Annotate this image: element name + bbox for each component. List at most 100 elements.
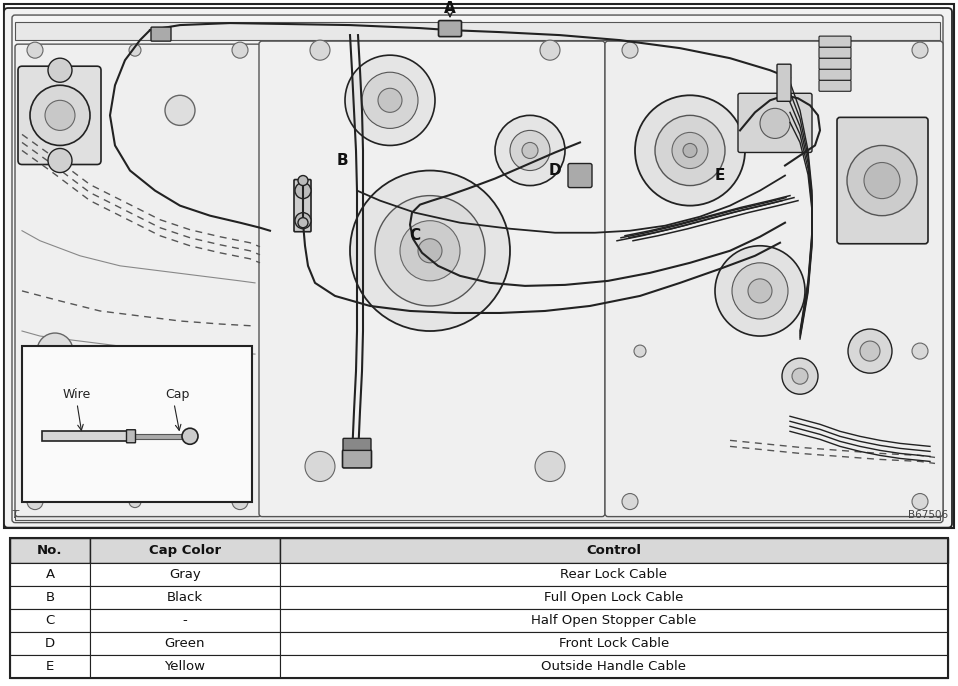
Text: E: E [46,660,54,673]
FancyBboxPatch shape [568,163,592,187]
Text: A: A [445,1,456,16]
Circle shape [378,88,402,113]
FancyBboxPatch shape [126,429,135,442]
Circle shape [298,176,308,186]
Circle shape [129,495,141,508]
Text: D: D [549,163,561,178]
Bar [10,586,90,609]
FancyBboxPatch shape [837,117,928,244]
FancyBboxPatch shape [343,450,372,468]
FancyBboxPatch shape [294,180,311,232]
Bar [10,609,90,632]
Circle shape [182,428,198,445]
Text: Rear Lock Cable: Rear Lock Cable [560,568,668,581]
Circle shape [748,279,772,303]
Circle shape [672,132,708,169]
Circle shape [535,451,565,482]
Text: C: C [45,614,55,627]
Circle shape [305,451,335,482]
FancyBboxPatch shape [819,58,851,69]
Text: Yellow: Yellow [165,660,206,673]
FancyBboxPatch shape [439,21,462,36]
Text: Full Open Lock Cable: Full Open Lock Cable [544,591,684,604]
FancyBboxPatch shape [738,93,812,152]
FancyBboxPatch shape [819,47,851,58]
Text: Cap Color: Cap Color [148,544,221,557]
Text: D: D [45,637,55,650]
Text: B: B [336,153,348,168]
Circle shape [295,213,311,228]
Circle shape [760,108,790,139]
Text: T: T [12,510,19,519]
Circle shape [350,171,510,331]
Bar [90,655,280,678]
FancyBboxPatch shape [819,80,851,91]
Bar [42,431,132,441]
Circle shape [37,333,73,369]
Circle shape [27,42,43,58]
Circle shape [30,85,90,145]
Bar [90,586,280,609]
Circle shape [48,148,72,173]
Circle shape [912,493,928,510]
Text: No.: No. [37,544,63,557]
Circle shape [634,345,646,357]
Bar [10,655,90,678]
Circle shape [912,343,928,359]
Circle shape [298,217,308,228]
FancyBboxPatch shape [18,67,101,165]
Text: Black: Black [167,591,203,604]
Circle shape [48,58,72,82]
Circle shape [715,246,805,336]
FancyBboxPatch shape [777,64,791,102]
Circle shape [165,95,195,126]
Text: Wire: Wire [63,388,91,401]
Circle shape [622,42,638,58]
Bar [22,346,252,501]
Bar [280,538,948,563]
Circle shape [622,493,638,510]
Circle shape [522,143,538,158]
FancyBboxPatch shape [343,438,371,451]
Bar [15,501,940,519]
Bar [280,586,948,609]
Circle shape [860,341,880,361]
Bar [132,434,182,439]
Bar [280,655,948,678]
FancyBboxPatch shape [259,41,605,517]
Circle shape [655,115,725,186]
Circle shape [232,42,248,58]
Bar [10,632,90,655]
Text: A: A [45,568,55,581]
Text: B: B [45,591,55,604]
Circle shape [782,358,818,394]
Circle shape [912,42,928,58]
Text: Outside Handle Cable: Outside Handle Cable [541,660,687,673]
Bar [280,563,948,586]
Circle shape [129,44,141,56]
Bar [90,538,280,563]
Circle shape [362,72,418,128]
Circle shape [418,239,442,263]
Circle shape [792,368,808,384]
Bar [90,563,280,586]
Bar [10,538,90,563]
Circle shape [510,130,550,171]
Bar [280,609,948,632]
Text: E: E [715,168,725,183]
Circle shape [27,493,43,510]
Circle shape [232,493,248,510]
Text: Control: Control [586,544,642,557]
Circle shape [78,445,122,488]
Text: Half Open Stopper Cable: Half Open Stopper Cable [532,614,696,627]
Bar [10,563,90,586]
Circle shape [540,40,560,60]
FancyBboxPatch shape [12,15,943,523]
Text: Cap: Cap [165,388,189,401]
Bar [90,609,280,632]
Circle shape [848,329,892,373]
Circle shape [864,163,900,199]
Text: Gray: Gray [170,568,201,581]
FancyBboxPatch shape [819,36,851,47]
FancyBboxPatch shape [15,44,261,517]
